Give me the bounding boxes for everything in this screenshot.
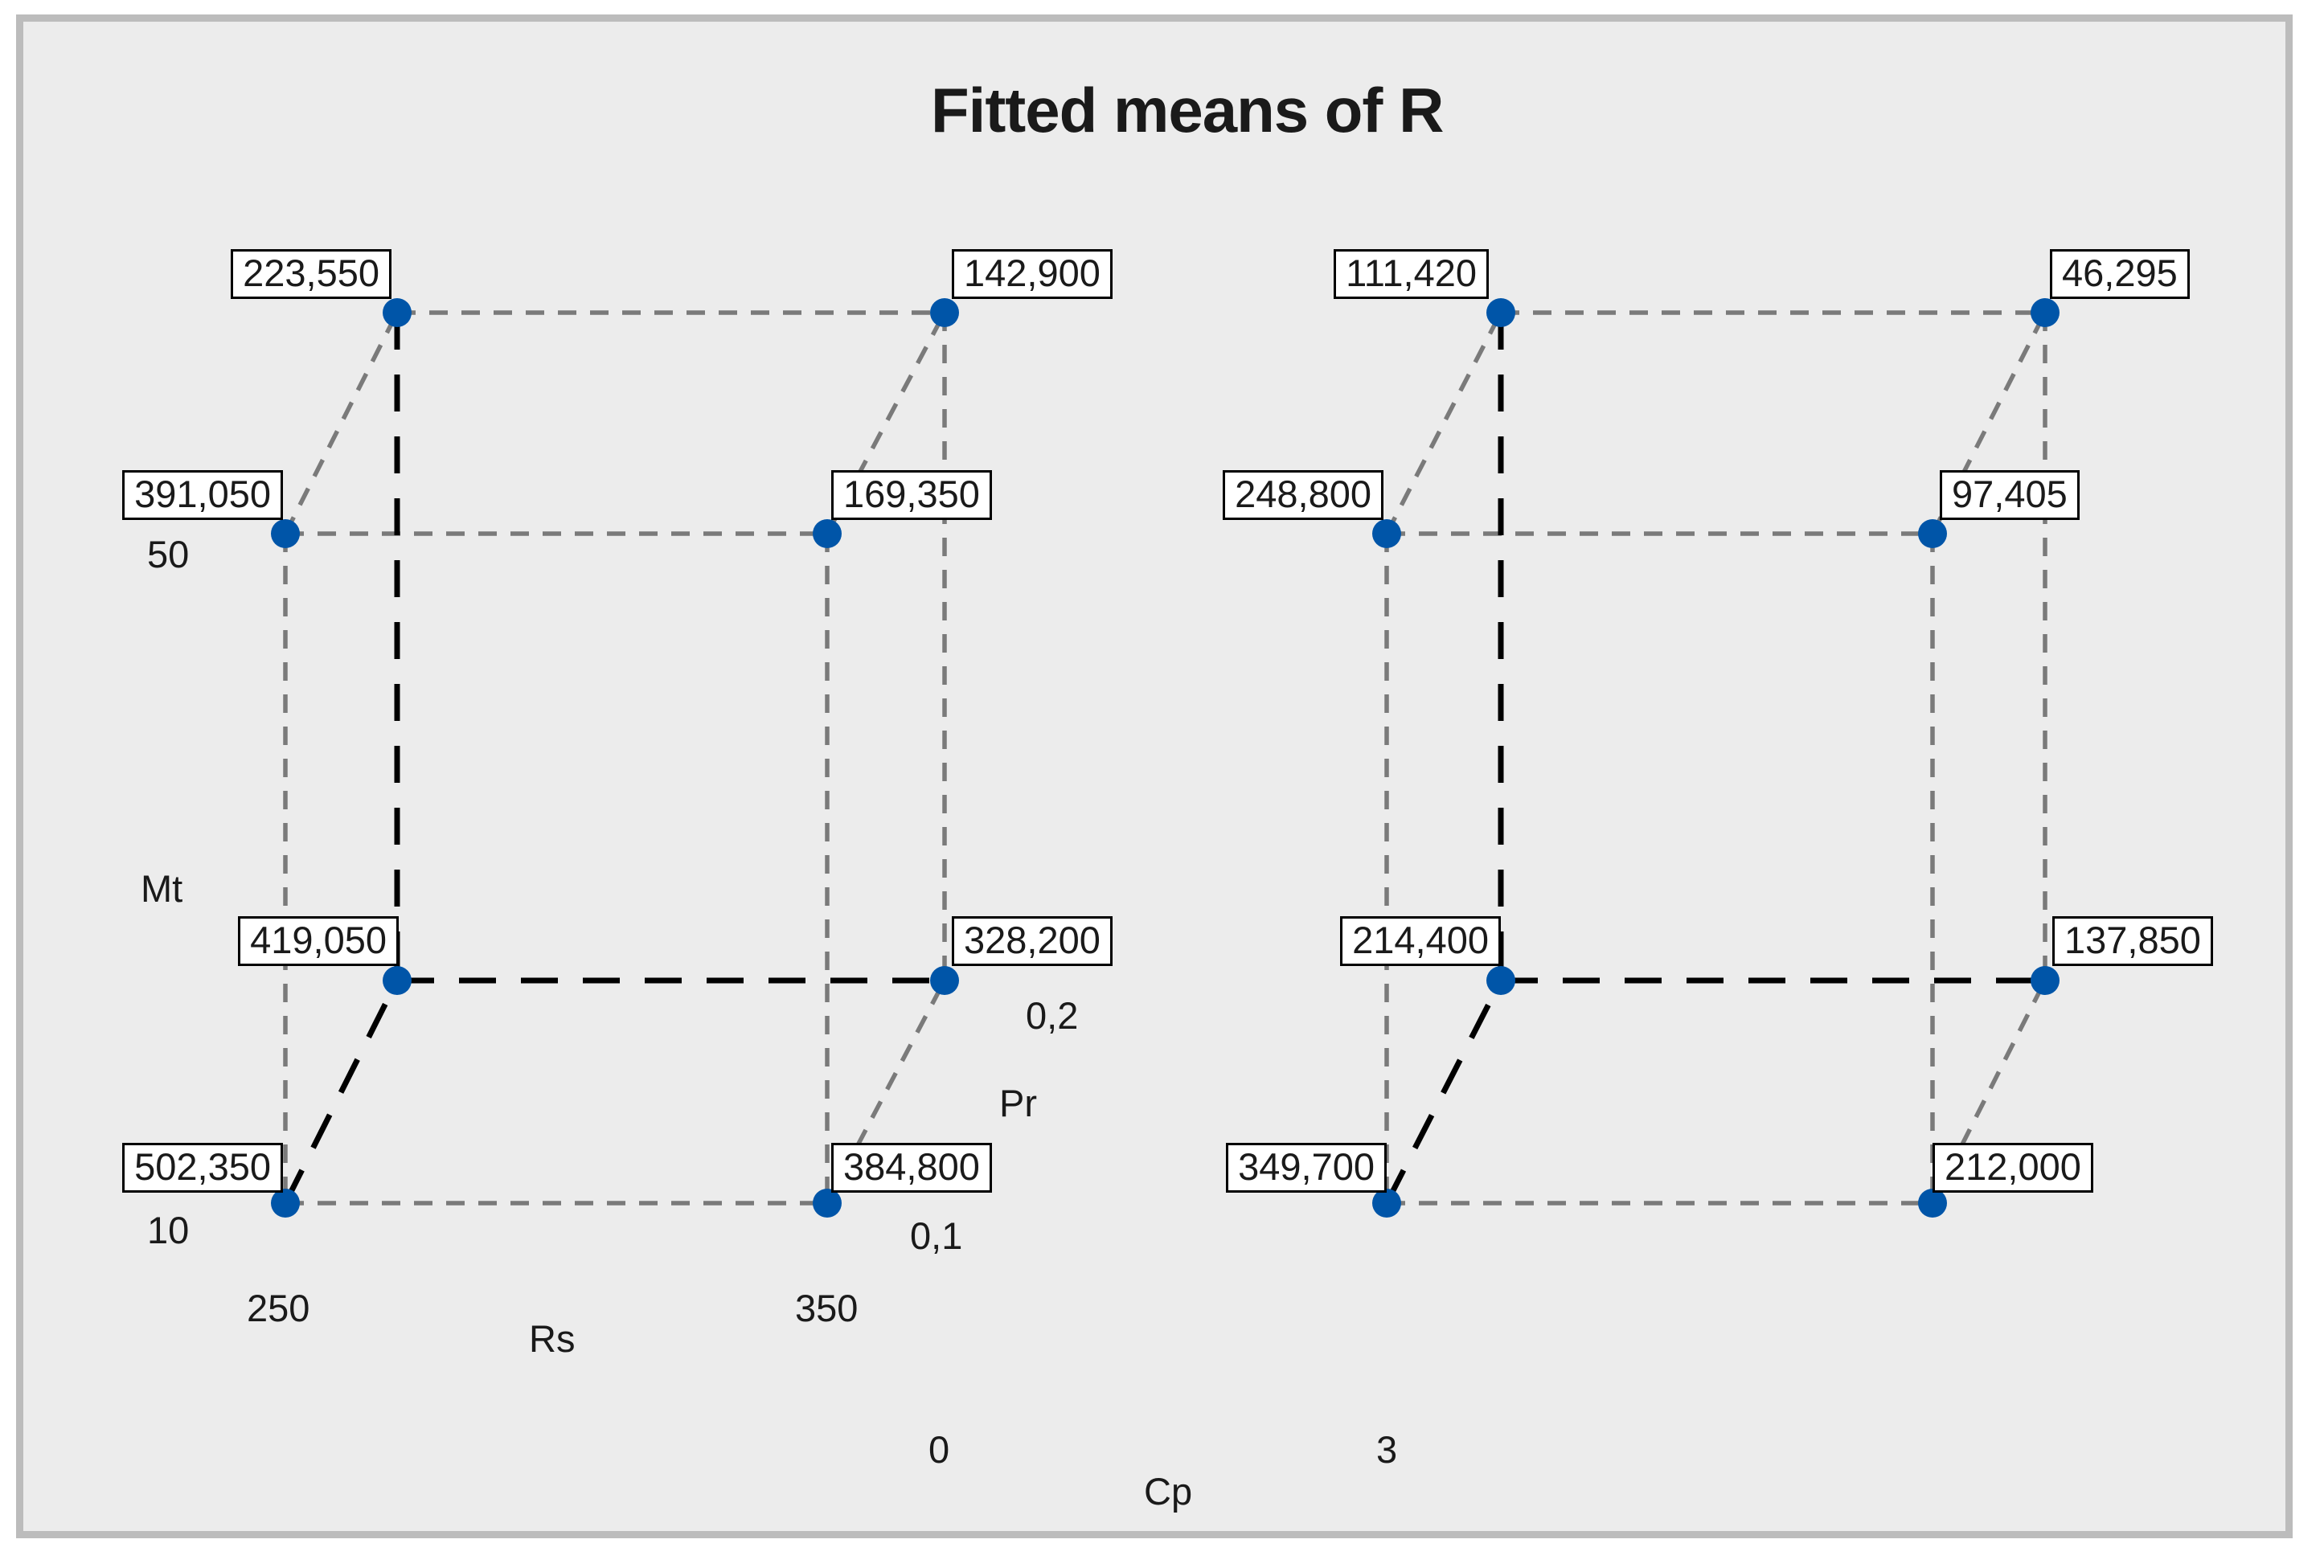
point-label-cp0-back-top-left: 223,550 xyxy=(231,249,391,299)
data-point-cp3-back-bottom-left xyxy=(1486,966,1515,995)
cube-1-visible-edges xyxy=(1384,310,2047,1206)
data-point-cp0-front-top-left xyxy=(271,519,300,548)
data-point-cp0-front-bottom-left xyxy=(271,1189,300,1218)
cp-axis-label: Cp xyxy=(1144,1470,1193,1513)
cp-tick-3: 3 xyxy=(1376,1428,1398,1471)
cube-0-hidden-edges xyxy=(282,313,945,1205)
data-point-cp3-back-top-right xyxy=(2031,298,2060,327)
cube-0-visible-edges xyxy=(283,310,947,1206)
point-label-cp3-back-bottom-left: 214,400 xyxy=(1340,916,1501,966)
data-point-cp3-front-top-right xyxy=(1918,519,1947,548)
point-label-cp3-back-bottom-right: 137,850 xyxy=(2052,916,2213,966)
data-point-cp0-front-bottom-right xyxy=(813,1189,842,1218)
mt-tick-50: 50 xyxy=(147,533,190,575)
data-point-cp0-back-bottom-right xyxy=(930,966,959,995)
pr-axis-label: Pr xyxy=(999,1082,1037,1124)
point-label-cp3-back-top-right: 46,295 xyxy=(2050,249,2190,299)
rs-tick-350: 350 xyxy=(795,1287,859,1329)
cube-1-hidden-edges xyxy=(1383,313,2045,1205)
data-point-cp0-back-top-left xyxy=(383,298,412,327)
point-label-cp0-front-top-right: 169,350 xyxy=(831,470,992,520)
mt-tick-10: 10 xyxy=(147,1209,190,1251)
data-point-cp0-back-bottom-left xyxy=(383,966,412,995)
data-point-cp3-back-bottom-right xyxy=(2031,966,2060,995)
point-label-cp0-back-top-right: 142,900 xyxy=(952,249,1113,299)
rs-axis-label: Rs xyxy=(529,1317,576,1360)
data-point-cp3-front-top-left xyxy=(1372,519,1401,548)
data-point-cp0-back-top-right xyxy=(930,298,959,327)
point-label-cp3-front-top-left: 248,800 xyxy=(1223,470,1383,520)
data-point-cp3-front-bottom-right xyxy=(1918,1189,1947,1218)
point-label-cp3-back-top-left: 111,420 xyxy=(1334,249,1489,299)
point-label-cp0-back-bottom-left: 419,050 xyxy=(238,916,399,966)
point-label-cp0-front-bottom-left: 502,350 xyxy=(122,1143,283,1193)
pr-tick-0-1: 0,1 xyxy=(910,1214,963,1257)
data-point-cp3-front-bottom-left xyxy=(1372,1189,1401,1218)
point-label-cp0-back-bottom-right: 328,200 xyxy=(952,916,1113,966)
mt-axis-label: Mt xyxy=(141,867,183,910)
cp-tick-0: 0 xyxy=(928,1428,950,1471)
data-point-cp0-front-top-right xyxy=(813,519,842,548)
data-point-cp3-back-top-left xyxy=(1486,298,1515,327)
rs-tick-250: 250 xyxy=(247,1287,310,1329)
point-label-cp0-front-bottom-right: 384,800 xyxy=(831,1143,992,1193)
point-label-cp0-front-top-left: 391,050 xyxy=(122,470,283,520)
pr-tick-0-2: 0,2 xyxy=(1026,994,1079,1037)
point-label-cp3-front-bottom-right: 212,000 xyxy=(1933,1143,2093,1193)
point-label-cp3-front-top-right: 97,405 xyxy=(1940,470,2080,520)
chart-title: Fitted means of R xyxy=(931,75,1444,145)
point-label-cp3-front-bottom-left: 349,700 xyxy=(1226,1143,1387,1193)
